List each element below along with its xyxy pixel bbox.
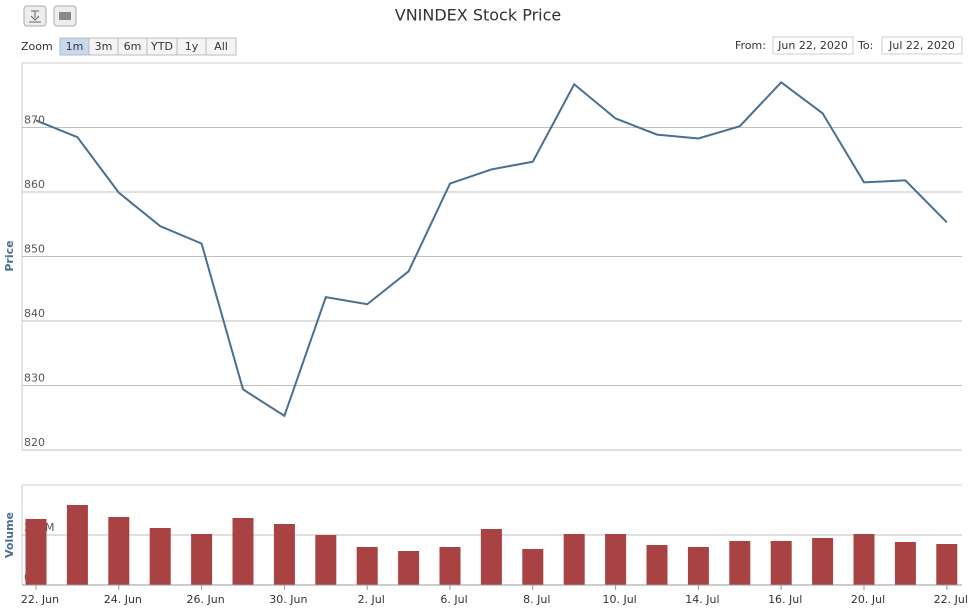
x-tick-label: 22. Jul [934,593,968,606]
volume-bar [729,541,751,585]
volume-bar [439,547,461,585]
volume-bar [563,534,585,585]
volume-bar [646,545,668,585]
y-axis-title: Price [3,240,16,271]
to-date: Jul 22, 2020 [888,39,955,52]
zoom-button-label: 1y [185,40,199,53]
volume-bar [149,528,171,585]
y-tick-label: 870 [24,114,45,127]
volume-bar [66,505,88,585]
volume-bar [894,542,916,585]
volume-bar [687,547,709,585]
x-tick-label: 10. Jul [602,593,636,606]
y-tick-label: 830 [24,372,45,385]
x-tick-label: 20. Jul [851,593,885,606]
volume-bar [25,519,47,585]
volume-bar [770,541,792,585]
from-date: Jun 22, 2020 [777,39,848,52]
price-line [35,81,948,418]
volume-bar [480,529,502,585]
y-axis-title: Volume [3,512,16,558]
x-tick-label: 26. Jun [187,593,225,606]
to-input[interactable] [881,36,963,55]
print-button[interactable] [53,5,77,27]
volume-bar [936,544,958,585]
zoom-button[interactable] [205,37,237,56]
x-tick-label: 14. Jul [685,593,719,606]
x-tick-label: 30. Jun [269,593,307,606]
x-tick-label: 16. Jul [768,593,802,606]
zoom-button-label: 1m [66,40,84,53]
y-tick-label: 820 [24,436,45,449]
volume-bar [812,538,834,585]
volume-bar [273,524,295,585]
x-tick-label: 2. Jul [358,593,385,606]
volume-bar [398,551,420,585]
x-tick-label: 22. Jun [21,593,59,606]
zoom-button-label: All [214,40,228,53]
x-tick-label: 24. Jun [104,593,142,606]
from-input[interactable] [772,36,854,55]
to-label: To: [857,39,873,52]
zoom-label: Zoom [21,40,53,53]
volume-bar [853,534,875,585]
volume-bar [315,535,337,585]
download-button[interactable] [23,5,47,27]
chart-title: VNINDEX Stock Price [395,6,561,25]
y-tick-label: 860 [24,178,45,191]
x-tick-label: 8. Jul [523,593,550,606]
volume-bar [356,547,378,585]
volume-bar [232,518,254,585]
volume-bar [605,534,627,585]
volume-bar [522,549,544,585]
volume-bar [108,517,130,585]
volume-bar [191,534,213,585]
zoom-button-label: 6m [124,40,142,53]
zoom-button-label: 3m [95,40,113,53]
y-tick-label: 850 [24,243,45,256]
x-tick-label: 6. Jul [440,593,467,606]
zoom-button-label: YTD [150,40,173,53]
y-tick-label: 840 [24,307,45,320]
from-label: From: [735,39,766,52]
